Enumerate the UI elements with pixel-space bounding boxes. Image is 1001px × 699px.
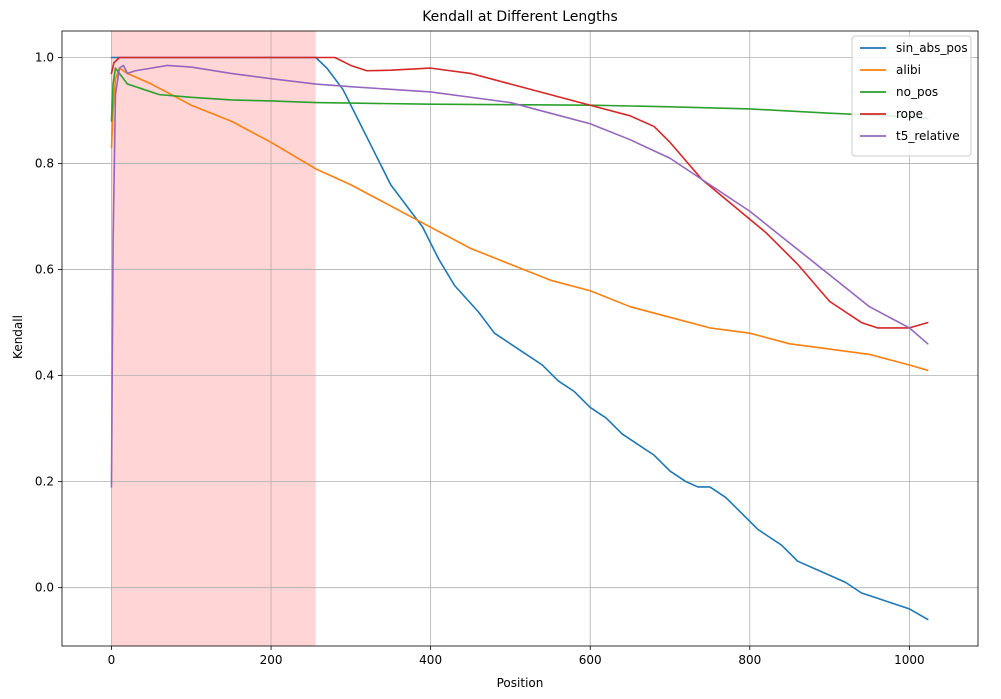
- x-tick-label: 1000: [894, 653, 925, 667]
- chart-title: Kendall at Different Lengths: [422, 9, 618, 25]
- x-tick-label: 200: [260, 653, 283, 667]
- legend-label-no_pos: no_pos: [896, 85, 938, 99]
- x-tick-label: 400: [419, 653, 442, 667]
- shaded-region: [111, 31, 316, 646]
- x-axis-title: Position: [497, 676, 544, 690]
- legend-label-alibi: alibi: [896, 63, 921, 77]
- y-tick-label: 0.6: [35, 263, 54, 277]
- y-tick-label: 0.2: [35, 475, 54, 489]
- y-tick-label: 0.0: [35, 581, 54, 595]
- legend-label-rope: rope: [896, 107, 923, 121]
- y-tick-label: 0.4: [35, 369, 54, 383]
- legend-label-t5_relative: t5_relative: [896, 129, 960, 143]
- x-tick-label: 800: [738, 653, 761, 667]
- y-tick-label: 0.8: [35, 157, 54, 171]
- axes-frame: [61, 30, 979, 647]
- series-line-t5_relative: [110, 64, 929, 488]
- series-group: [110, 56, 929, 621]
- legend-label-sin_abs_pos: sin_abs_pos: [896, 41, 968, 55]
- plot-area: 0 200 400 600 800 1000 0.0 0.2 0.4 0.6 0.8 1.0: [35, 30, 979, 667]
- series-line-rope: [110, 56, 929, 329]
- x-tick-label: 600: [579, 653, 602, 667]
- x-tick-label: 0: [108, 653, 116, 667]
- legend-box: [851, 35, 972, 157]
- y-tick-label: 1.0: [35, 51, 54, 65]
- y-axis-title: Kendall: [11, 315, 25, 359]
- series-line-no_pos: [110, 67, 929, 122]
- series-line-alibi: [110, 67, 929, 372]
- series-line-sin_abs_pos: [110, 56, 929, 621]
